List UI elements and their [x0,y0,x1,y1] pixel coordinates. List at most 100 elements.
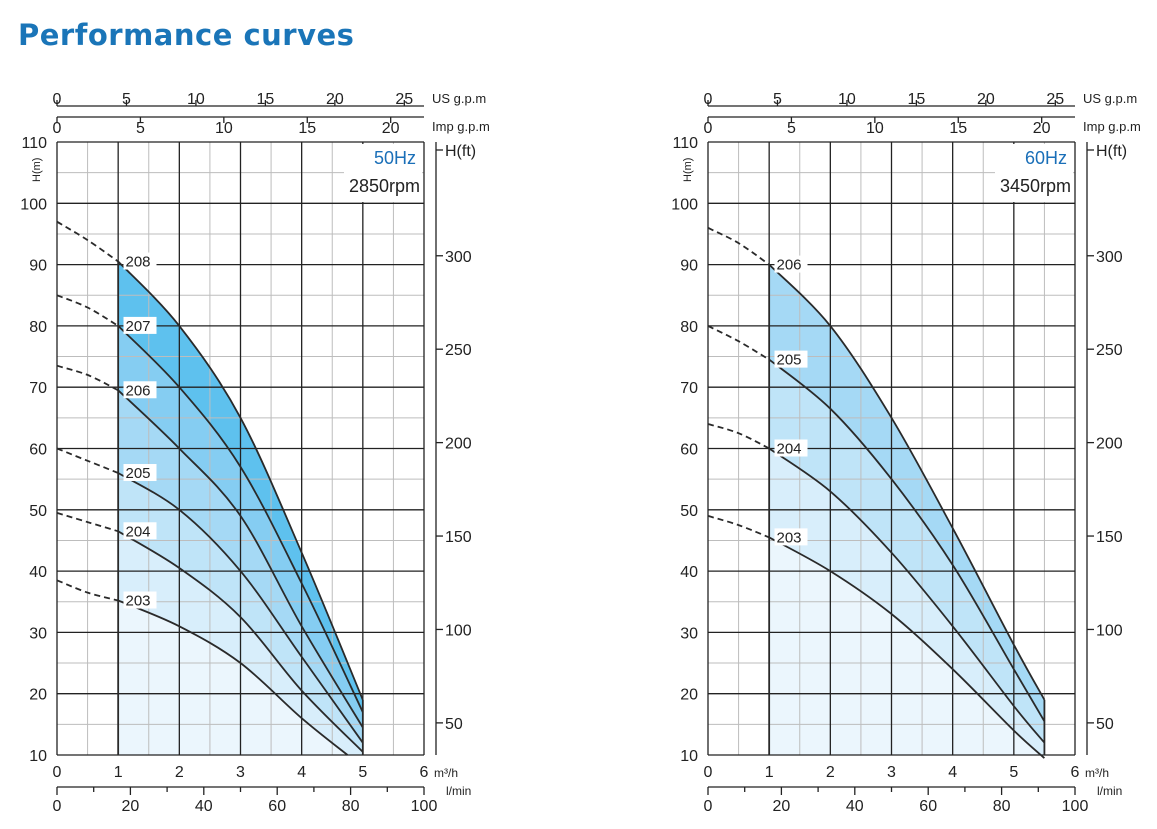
curve-204 [768,447,1046,744]
x-tick-label-lmin: 0 [704,798,713,815]
curve-207 [117,325,364,713]
curve-dashed-206 [707,226,770,266]
curve-label-bg [123,252,157,270]
curve-208 [117,260,364,701]
curve-206 [117,389,364,728]
curve-label-204: 204 [777,441,802,458]
area-fill-203 [769,537,1045,759]
ft-tick-label: 250 [1096,342,1123,359]
y-tick-label: 40 [29,564,47,581]
usgpm-tick-label: 15 [256,91,274,108]
impgpm-tick-label: 0 [53,120,62,137]
curve-dashed-208 [56,220,119,263]
x-tick-label-lmin: 40 [195,798,213,815]
usgpm-tick-label: 20 [326,91,344,108]
y-tick-label: 30 [680,625,698,642]
curve-label-bg [774,439,808,457]
ft-tick-label: 150 [445,529,472,546]
ft-axis-label: H(ft) [445,143,476,160]
y-tick-label: 50 [680,503,698,520]
x-tick-label-lmin: 100 [411,798,438,815]
x-tick-label-lmin: 60 [919,798,937,815]
impgpm-tick-label: 20 [382,120,400,137]
curve-label-205: 205 [777,352,802,369]
y-tick-label: 60 [29,442,47,459]
y-axis-label: H(m) [682,158,694,182]
curve-label-206: 206 [777,257,802,274]
impgpm-axis-label: Imp g.p.m [432,119,490,134]
y-tick-label: 70 [29,380,47,397]
impgpm-tick-label: 20 [1033,120,1051,137]
x-axis-label-lmin: l/min [1097,784,1122,798]
y-tick-label: 10 [29,748,47,765]
x-tick-label-m3h: 3 [887,764,896,781]
x-tick-label-m3h: 6 [1071,764,1080,781]
curve-label-203: 203 [777,529,802,546]
ft-tick-label: 250 [445,342,472,359]
usgpm-tick-label: 0 [704,91,713,108]
x-tick-label-lmin: 80 [993,798,1011,815]
curve-label-bg [123,464,157,482]
x-tick-label-m3h: 4 [948,764,957,781]
usgpm-tick-label: 5 [122,91,131,108]
y-tick-label: 90 [680,258,698,275]
y-tick-label: 110 [672,135,698,152]
curve-label-bg [123,381,157,399]
impgpm-tick-label: 10 [215,120,233,137]
impgpm-tick-label: 5 [136,120,145,137]
curve-205 [117,472,364,744]
curve-label-206: 206 [126,382,151,399]
ft-tick-label: 200 [1096,436,1123,453]
curve-label-bg [774,350,808,368]
impgpm-tick-label: 15 [949,120,967,137]
y-tick-label: 70 [680,380,698,397]
y-tick-label: 80 [680,319,698,336]
curve-206 [768,263,1046,701]
curve-dashed-205 [707,325,770,361]
curve-dashed-203 [707,515,770,539]
freq-box [995,144,1073,202]
curves [707,226,1046,759]
x-tick-label-lmin: 20 [773,798,791,815]
x-axis-label-m3h: m³/h [434,766,458,780]
x-tick-label-lmin: 80 [342,798,360,815]
curve-label-bg [774,255,808,273]
x-tick-label-m3h: 3 [236,764,245,781]
y-tick-label: 80 [29,319,47,336]
curve-label-bg [123,591,157,609]
freq-box [344,144,422,202]
usgpm-tick-label: 20 [977,91,995,108]
x-tick-label-m3h: 1 [114,764,123,781]
ft-tick-label: 50 [1096,716,1114,733]
curves [56,220,364,756]
impgpm-axis-label: Imp g.p.m [1083,119,1141,134]
chart-group: 2032042052062072081020304050607080901001… [20,91,490,815]
curve-label-bg [774,528,808,546]
curve-dashed-207 [56,294,119,327]
curve-dashed-203 [56,579,119,602]
usgpm-tick-label: 0 [53,91,62,108]
x-tick-label-m3h: 0 [53,764,62,781]
y-tick-label: 30 [29,625,47,642]
y-tick-label: 20 [680,687,698,704]
x-tick-label-m3h: 2 [175,764,184,781]
x-tick-label-lmin: 40 [846,798,864,815]
curve-label-205: 205 [126,465,151,482]
usgpm-tick-label: 15 [907,91,925,108]
x-tick-label-lmin: 100 [1062,798,1089,815]
x-tick-label-m3h: 0 [704,764,713,781]
x-tick-label-lmin: 20 [122,798,140,815]
x-tick-label-m3h: 1 [765,764,774,781]
ft-axis-label: H(ft) [1096,143,1127,160]
ft-tick-label: 50 [445,716,463,733]
impgpm-tick-label: 5 [787,120,796,137]
y-tick-label: 100 [20,196,47,213]
ft-tick-label: 100 [1096,622,1123,639]
curve-label-207: 207 [126,318,151,335]
y-tick-label: 50 [29,503,47,520]
y-axis-label: H(m) [31,158,43,182]
curve-dashed-206 [56,364,119,392]
curve-label-203: 203 [126,593,151,610]
x-tick-label-m3h: 6 [420,764,429,781]
